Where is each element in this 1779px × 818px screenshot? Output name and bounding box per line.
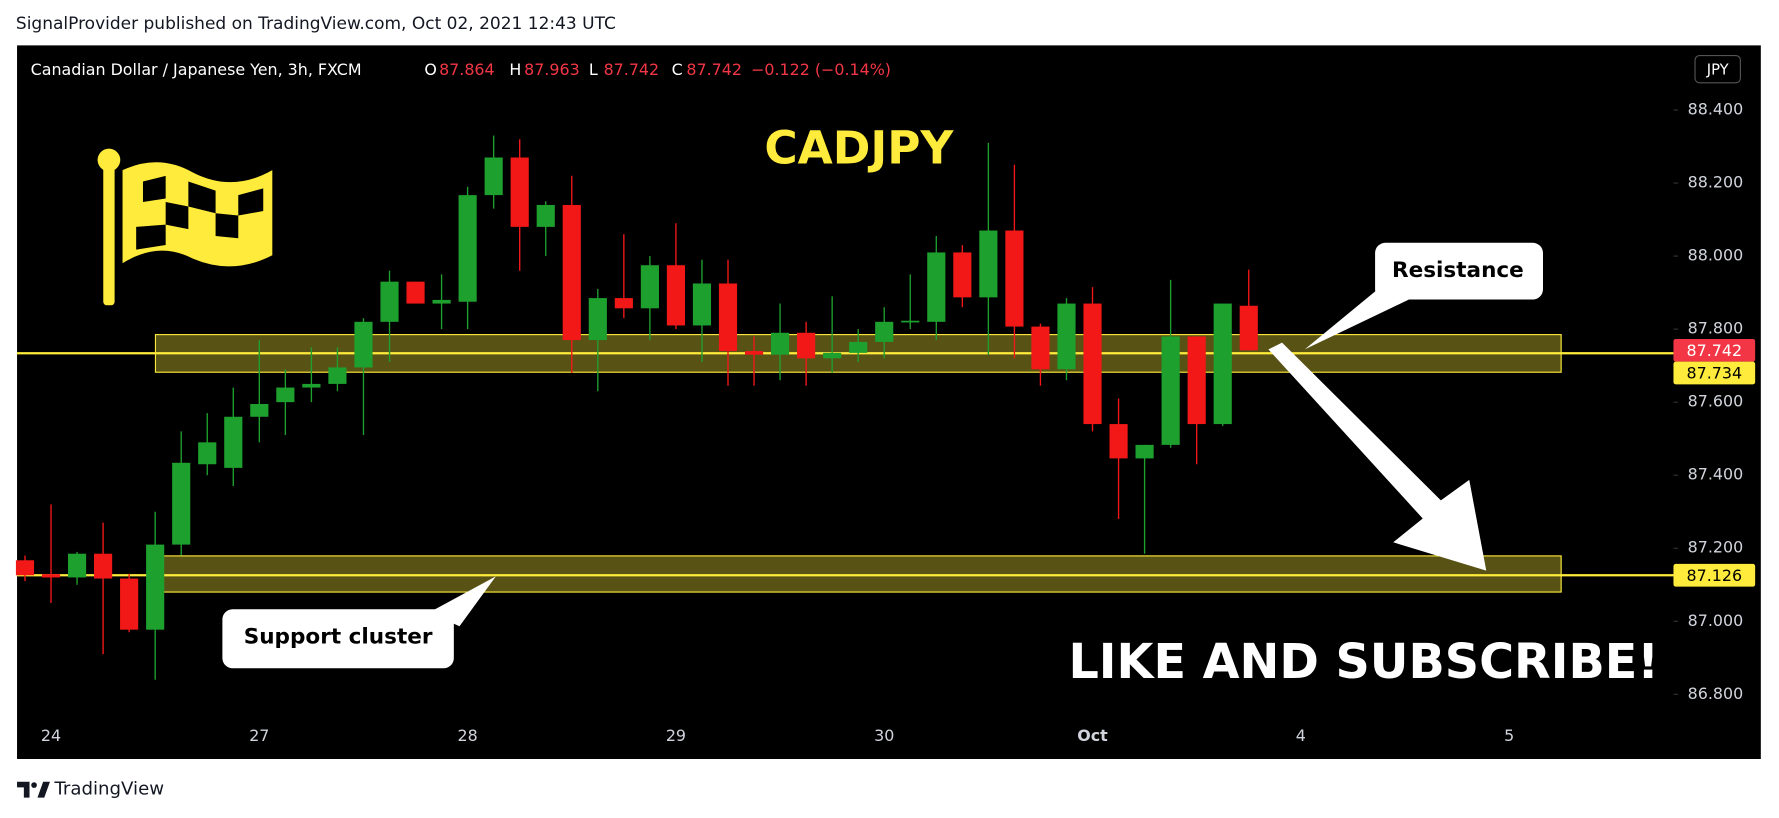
candle-body bbox=[406, 281, 425, 304]
legend-key: O bbox=[424, 60, 437, 79]
y-tick-label: 87.000 bbox=[1688, 611, 1744, 630]
candle-body bbox=[302, 383, 321, 388]
candle-body bbox=[875, 321, 894, 342]
legend-change: −0.122 (−0.14%) bbox=[751, 60, 891, 79]
legend-symbol: Canadian Dollar / Japanese Yen, 3h, FXCM bbox=[31, 60, 362, 79]
x-tick-label: 24 bbox=[41, 726, 61, 745]
x-tick-label: 5 bbox=[1504, 726, 1514, 745]
legend-key: L bbox=[589, 60, 598, 79]
candle-body bbox=[198, 442, 217, 465]
x-tick-label: 27 bbox=[249, 726, 269, 745]
candle-body bbox=[224, 416, 243, 468]
legend-value: 87.742 bbox=[604, 60, 660, 79]
price-label-bg bbox=[1673, 361, 1756, 385]
plot: 86.800 87.000 87.200 87.400 87.600 87.800 88.0… bbox=[15, 100, 1756, 745]
candle-body bbox=[1005, 230, 1024, 327]
candle-body bbox=[588, 298, 607, 341]
candle-body bbox=[1213, 303, 1232, 425]
y-tick-label: 87.200 bbox=[1688, 538, 1744, 557]
y-tick-label: 87.400 bbox=[1688, 465, 1744, 484]
y-tick-label: 88.200 bbox=[1688, 173, 1744, 192]
candle-body bbox=[94, 553, 113, 579]
price-label-bg bbox=[1673, 338, 1756, 362]
candle-body bbox=[901, 320, 920, 323]
legend-key: C bbox=[672, 60, 683, 79]
candle-body bbox=[484, 157, 503, 196]
candle-body bbox=[250, 403, 269, 417]
price-label: 87.734 bbox=[1687, 364, 1743, 383]
candle-body bbox=[666, 265, 685, 326]
annotation: Support cluster bbox=[244, 625, 433, 650]
candle-body bbox=[328, 367, 347, 384]
y-tick-label: 86.800 bbox=[1688, 684, 1744, 703]
candle-body bbox=[1239, 305, 1258, 351]
annotation: Resistance bbox=[1392, 258, 1524, 283]
candle-body bbox=[276, 387, 295, 403]
candle-body bbox=[41, 574, 61, 578]
legend-value: 87.864 bbox=[439, 60, 495, 79]
candle-body bbox=[692, 283, 712, 326]
resistance-callout bbox=[1304, 242, 1543, 350]
x-tick-label: 30 bbox=[874, 726, 894, 745]
y-tick-label: 88.000 bbox=[1688, 246, 1744, 265]
price-label: 87.742 bbox=[1687, 341, 1743, 360]
arrow bbox=[1268, 342, 1487, 571]
price-label: 87.126 bbox=[1687, 566, 1743, 585]
legend-value: 87.742 bbox=[686, 60, 742, 79]
candle-body bbox=[718, 283, 738, 352]
candle-body bbox=[172, 462, 191, 545]
candle-body bbox=[770, 332, 790, 355]
legend-key: H bbox=[509, 60, 521, 79]
chart-title: CADJPY bbox=[764, 121, 954, 174]
annotation: LIKE AND SUBSCRIBE! bbox=[1068, 635, 1659, 690]
candle-body bbox=[849, 341, 868, 353]
tradingview-logo bbox=[17, 781, 50, 798]
legend-value: 87.963 bbox=[524, 60, 580, 79]
x-tick-label: 4 bbox=[1296, 726, 1306, 745]
candle-body bbox=[536, 204, 555, 227]
header: SignalProvider published on TradingView.… bbox=[16, 14, 616, 34]
y-tick-label: 87.600 bbox=[1688, 392, 1744, 411]
candle-body bbox=[1057, 303, 1076, 370]
candle-body bbox=[640, 265, 659, 309]
currency-button[interactable]: JPY bbox=[1694, 55, 1741, 84]
candle-body bbox=[67, 553, 87, 578]
candle-body bbox=[354, 321, 373, 368]
candle-body bbox=[562, 204, 581, 341]
support-callout bbox=[222, 576, 496, 669]
candle-body bbox=[458, 195, 477, 302]
x-tick-label: Oct bbox=[1077, 726, 1108, 745]
candle-body bbox=[146, 544, 165, 630]
candle-body bbox=[15, 560, 35, 576]
zone bbox=[154, 555, 1562, 593]
candle-body bbox=[979, 230, 998, 298]
candle-body bbox=[1031, 326, 1050, 370]
candle-body bbox=[1161, 336, 1180, 445]
footer: TradingView bbox=[53, 779, 164, 800]
candle-body bbox=[797, 332, 816, 359]
button-label[interactable]: JPY bbox=[1706, 61, 1730, 78]
candle-body bbox=[432, 299, 451, 304]
price-label-bg bbox=[1673, 563, 1756, 587]
y-tick-label: 87.800 bbox=[1688, 319, 1744, 338]
candle-body bbox=[744, 351, 764, 355]
candle-body bbox=[510, 157, 529, 227]
candle-body bbox=[1135, 444, 1154, 459]
candle-body bbox=[120, 578, 139, 630]
candle-body bbox=[953, 252, 972, 298]
flag-icon bbox=[97, 148, 273, 306]
candle-body bbox=[1109, 424, 1128, 459]
y-tick-label: 88.400 bbox=[1688, 100, 1744, 119]
x-tick-label: 28 bbox=[458, 726, 478, 745]
candle-body bbox=[823, 352, 842, 359]
x-tick-label: 29 bbox=[666, 726, 686, 745]
candle-body bbox=[1187, 336, 1206, 425]
candle-body bbox=[614, 298, 633, 309]
candle-body bbox=[380, 281, 399, 322]
candle-body bbox=[1083, 303, 1102, 425]
candle-body bbox=[927, 252, 946, 322]
